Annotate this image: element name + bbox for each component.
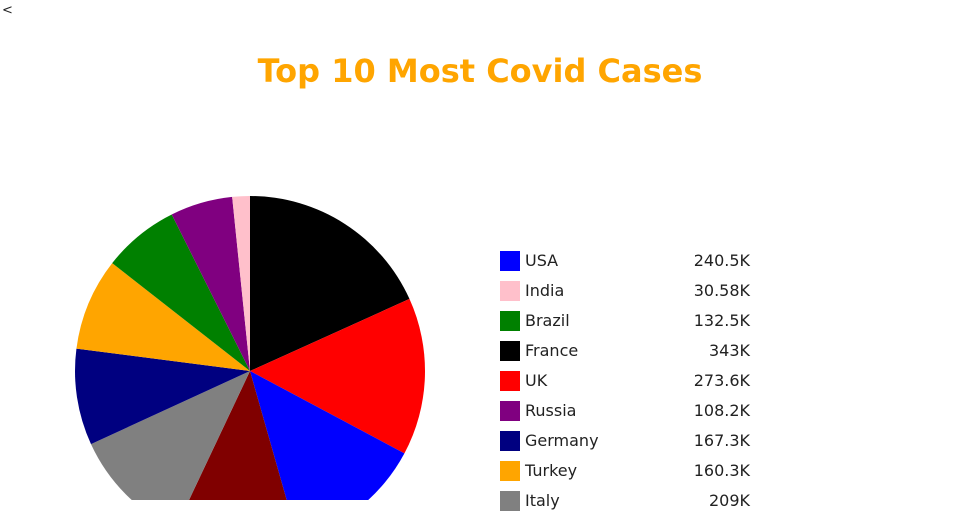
legend-swatch <box>500 401 520 421</box>
pie-slice-russia[interactable] <box>171 196 250 371</box>
legend-value: 167.3K <box>693 431 750 450</box>
legend-item-uk[interactable]: UK 273.6K <box>500 370 752 400</box>
pie-slice-italy[interactable] <box>90 371 250 500</box>
legend-value: 108.2K <box>693 401 750 420</box>
legend-label: Italy <box>525 491 560 510</box>
legend-item-india[interactable]: India 30.58K <box>500 280 752 310</box>
legend-swatch <box>500 491 520 511</box>
legend-item-turkey[interactable]: Turkey 160.3K <box>500 460 752 490</box>
legend-label: India <box>525 281 565 300</box>
pie-slice-france[interactable] <box>250 196 410 371</box>
legend-label: Germany <box>525 431 599 450</box>
legend-swatch <box>500 311 520 331</box>
legend-value: 160.3K <box>693 461 750 480</box>
legend-label: France <box>525 341 579 360</box>
legend-value: 30.58K <box>693 281 750 300</box>
legend-item-russia[interactable]: Russia 108.2K <box>500 400 752 430</box>
legend-swatch <box>500 281 520 301</box>
legend-value: 343K <box>708 341 750 360</box>
legend-value: 132.5K <box>693 311 750 330</box>
legend-swatch <box>500 461 520 481</box>
legend-value: 240.5K <box>693 251 750 270</box>
legend-item-germany[interactable]: Germany 167.3K <box>500 430 752 460</box>
chart-legend: USA 240.5K India 30.58K Brazil 132.5K France 34… <box>500 250 752 520</box>
pie-chart <box>75 196 426 500</box>
legend-value: 273.6K <box>693 371 750 390</box>
legend-label: USA <box>525 251 559 270</box>
pie-slice-india[interactable] <box>232 196 250 371</box>
legend-item-france[interactable]: France 343K <box>500 340 752 370</box>
legend-label: Turkey <box>525 461 578 480</box>
legend-swatch <box>500 341 520 361</box>
legend-value: 209K <box>708 491 750 510</box>
pie-slice-germany[interactable] <box>75 348 250 445</box>
chart-title: Top 10 Most Covid Cases <box>257 52 703 90</box>
legend-swatch <box>500 371 520 391</box>
pie-slice-uk[interactable] <box>250 298 426 454</box>
legend-label: Russia <box>525 401 577 420</box>
pie-slice-spain[interactable] <box>175 371 298 500</box>
legend-label: UK <box>525 371 548 390</box>
legend-swatch <box>500 431 520 451</box>
legend-label: Brazil <box>525 311 570 330</box>
legend-swatch <box>500 251 520 271</box>
pie-slice-usa[interactable] <box>250 371 405 500</box>
pie-slice-turkey[interactable] <box>76 263 250 371</box>
pie-slice-brazil[interactable] <box>112 214 250 371</box>
legend-item-brazil[interactable]: Brazil 132.5K <box>500 310 752 340</box>
legend-item-usa[interactable]: USA 240.5K <box>500 250 752 280</box>
legend-item-italy[interactable]: Italy 209K <box>500 490 752 520</box>
back-link[interactable]: < <box>2 3 13 18</box>
